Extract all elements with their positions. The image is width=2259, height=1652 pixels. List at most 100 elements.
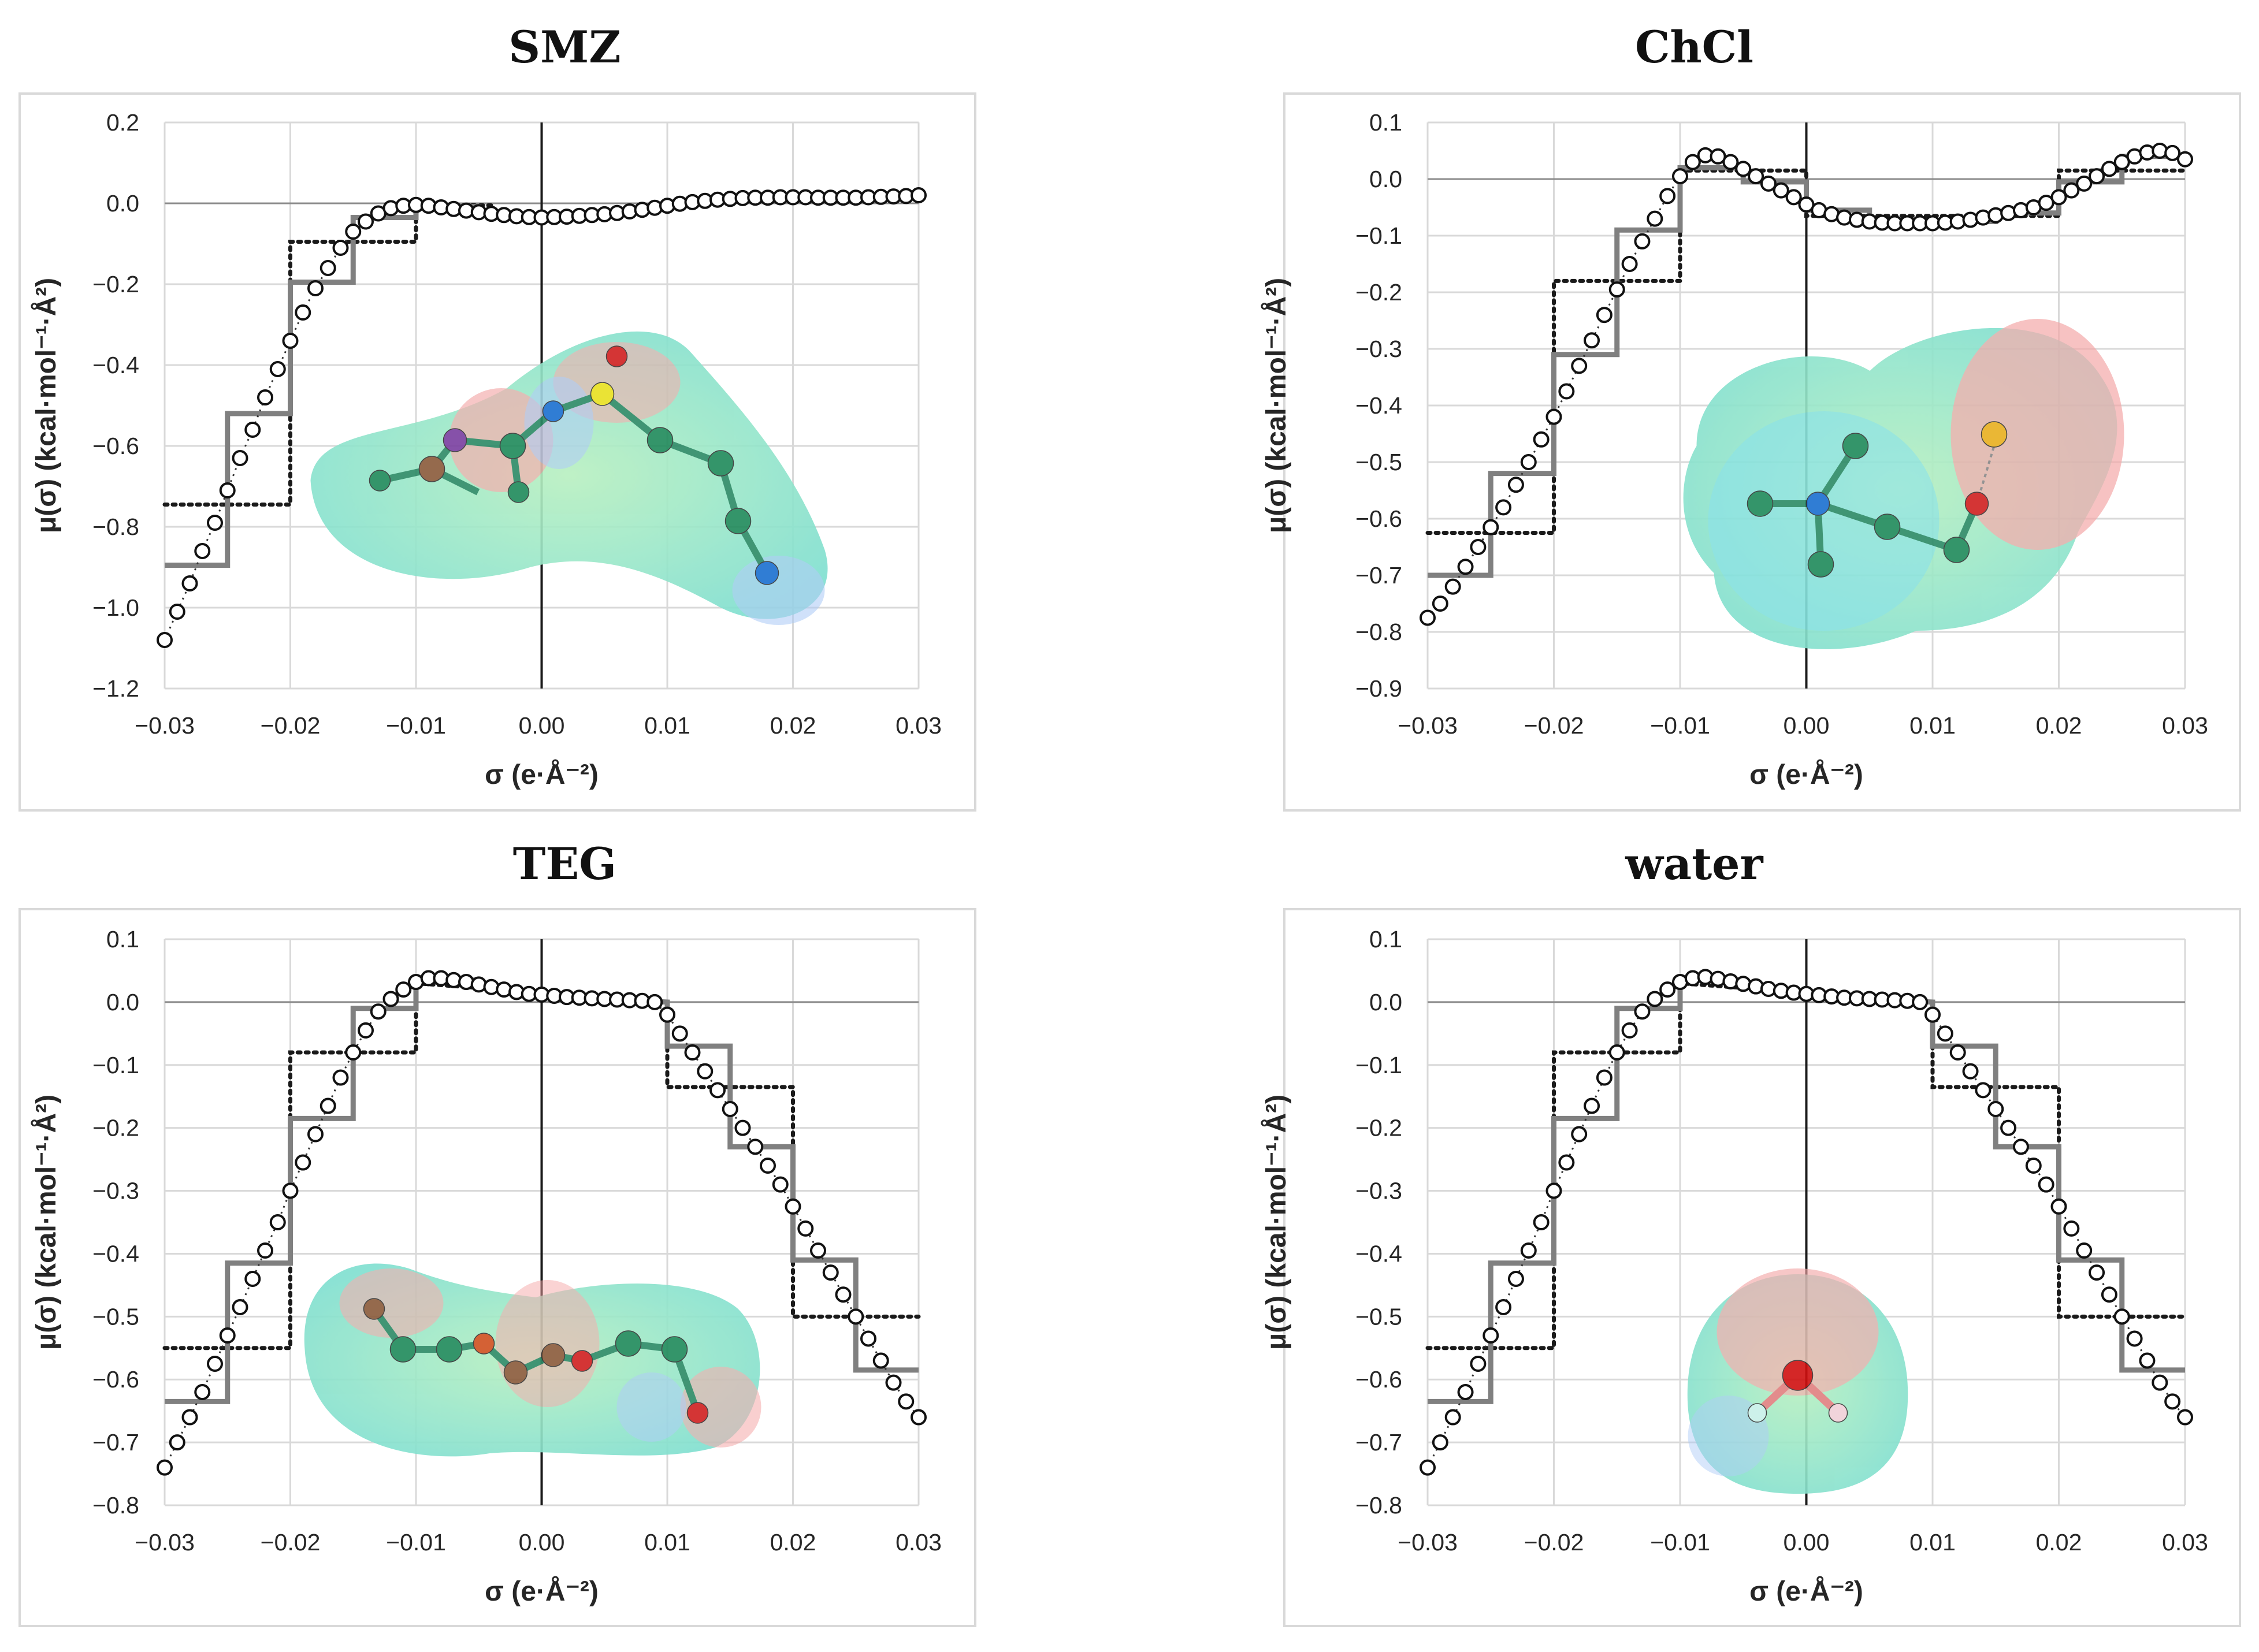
data-point <box>307 280 324 296</box>
data-point <box>332 240 349 256</box>
chart-title: ChCl <box>1634 21 1754 73</box>
y-axis-label: μ(σ) (kcal·mol⁻¹·Å²) <box>1261 1095 1292 1350</box>
data-point <box>269 1214 286 1230</box>
y-tick-label: −0.4 <box>92 1240 139 1267</box>
data-point <box>1545 1182 1562 1199</box>
y-tick-label: −0.5 <box>92 1303 139 1330</box>
data-point <box>2152 143 2168 159</box>
data-point <box>282 333 299 349</box>
x-tick-label: −0.01 <box>1650 712 1710 739</box>
molecule-surface-water <box>1687 1268 1908 1494</box>
data-point <box>219 1327 236 1344</box>
y-tick-label: −0.7 <box>1355 1429 1402 1456</box>
data-point <box>747 1138 764 1155</box>
data-point <box>1659 981 1676 998</box>
data-point <box>2126 1330 2143 1347</box>
x-tick-label: −0.02 <box>1524 712 1584 739</box>
data-point <box>157 1459 173 1476</box>
y-tick-label: 0.0 <box>106 989 139 1015</box>
data-point <box>2139 1352 2156 1369</box>
y-tick-label: −0.7 <box>1355 562 1402 589</box>
y-tick-label: −0.1 <box>1355 1052 1402 1078</box>
data-point <box>370 1003 387 1020</box>
oxygen-atom <box>363 1298 385 1320</box>
data-point <box>194 1384 211 1400</box>
y-tick-label: −0.3 <box>92 1178 139 1204</box>
hydrogen-atom <box>1747 1403 1767 1423</box>
x-tick-label: 0.02 <box>2036 1529 2082 1556</box>
y-tick-label: 0.0 <box>1369 166 1402 192</box>
y-tick-label: −0.6 <box>92 433 139 459</box>
y-tick-label: 0.0 <box>1369 989 1402 1015</box>
data-point <box>358 213 374 230</box>
molecule-surface <box>310 331 828 619</box>
data-point <box>1558 383 1575 400</box>
surface-region <box>1950 319 2124 550</box>
data-point <box>345 1044 362 1061</box>
data-point <box>1420 609 1436 626</box>
surface-region <box>732 556 825 625</box>
data-point <box>911 1409 927 1426</box>
data-point <box>1596 307 1612 323</box>
x-axis-label: σ (e·Å⁻²) <box>1749 1576 1863 1607</box>
data-point <box>194 543 211 559</box>
data-point <box>2089 168 2105 185</box>
x-axis-label: σ (e·Å⁻²) <box>485 1576 599 1607</box>
surface-region <box>680 1367 761 1448</box>
x-tick-label: 0.02 <box>770 1529 816 1556</box>
data-point <box>1444 578 1461 595</box>
data-point <box>2164 1393 2181 1410</box>
data-point <box>785 1198 801 1215</box>
data-point <box>2000 1119 2017 1136</box>
data-point <box>345 224 362 240</box>
data-point <box>1722 973 1739 989</box>
y-tick-label: −0.5 <box>1355 1303 1402 1330</box>
sulfur-atom <box>590 382 615 406</box>
data-point <box>2164 144 2181 161</box>
data-point <box>1785 189 1802 206</box>
data-point <box>1457 1384 1474 1400</box>
x-tick-label: −0.02 <box>261 1529 321 1556</box>
carbon-atom <box>436 1336 463 1363</box>
data-point <box>1444 1409 1461 1426</box>
data-point <box>1647 991 1663 1007</box>
y-tick-label: −0.4 <box>1355 1240 1402 1267</box>
data-point <box>1495 1299 1512 1315</box>
nitrogen-atom <box>542 400 564 422</box>
data-point <box>1987 1101 2004 1117</box>
data-point <box>257 389 273 405</box>
data-point <box>2038 1176 2054 1193</box>
data-point <box>295 304 311 321</box>
x-tick-label: 0.01 <box>644 1529 690 1556</box>
y-tick-label: −1.0 <box>92 594 139 621</box>
data-points <box>157 970 927 1476</box>
data-point <box>1584 1097 1600 1114</box>
y-tick-label: −0.2 <box>92 271 139 297</box>
surface-region <box>616 1372 686 1442</box>
x-tick-label: −0.03 <box>135 1529 195 1556</box>
y-tick-label: −0.4 <box>1355 392 1402 419</box>
x-tick-label: −0.02 <box>261 712 321 739</box>
data-point <box>1545 408 1562 425</box>
data-point <box>2050 189 2067 206</box>
y-tick-label: −1.2 <box>92 675 139 702</box>
data-point <box>332 1069 349 1086</box>
x-tick-label: 0.00 <box>1784 712 1830 739</box>
oxygen-atom <box>605 345 628 367</box>
data-point <box>671 1025 688 1042</box>
data-point <box>1647 210 1663 227</box>
data-point <box>2025 1158 2042 1174</box>
data-point <box>1608 1044 1625 1061</box>
data-point <box>1684 154 1701 170</box>
sigma-potential-chart-smz: 0.2 0.0 −0.2 −0.4 −0.6 −0.8 −1.0 −1.2 −0.03 −0.02… <box>31 109 942 790</box>
data-point <box>207 515 223 531</box>
y-tick-label: −0.8 <box>1355 1492 1402 1519</box>
nitrogen-atom <box>1805 492 1830 516</box>
data-point <box>269 361 286 377</box>
data-point <box>1470 1356 1487 1372</box>
oxygen-atom <box>571 1350 593 1372</box>
y-tick-label: −0.7 <box>92 1429 139 1456</box>
data-point <box>1470 539 1487 555</box>
data-point <box>2101 161 2117 177</box>
x-tick-label: −0.02 <box>1524 1529 1584 1556</box>
